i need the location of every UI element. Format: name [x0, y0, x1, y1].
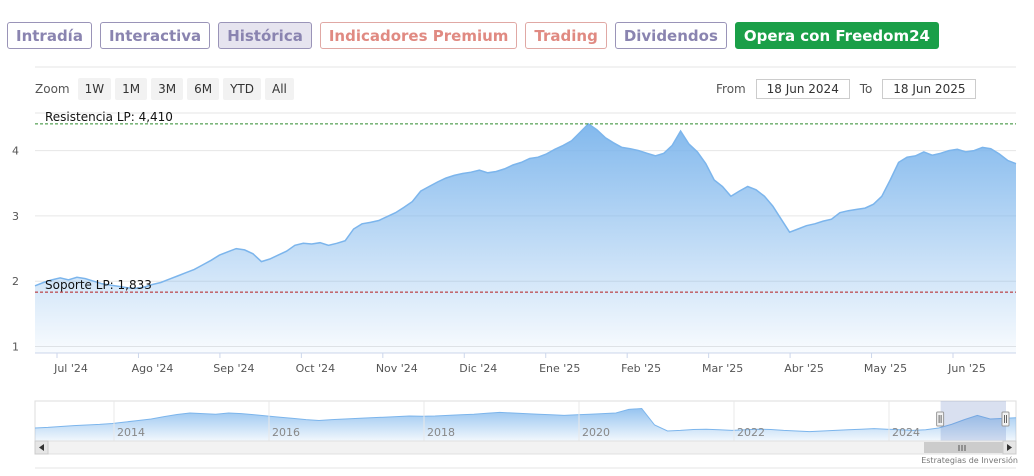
tab-bar: Intradía Interactiva Histórica Indicador…: [7, 22, 939, 49]
resistance-label: Resistencia LP: 4,410: [45, 110, 173, 124]
x-tick-label: May '25: [864, 362, 907, 375]
navigator-year-label: 2024: [892, 426, 920, 439]
y-tick-label: 3: [12, 210, 19, 223]
x-tick-label: Feb '25: [621, 362, 661, 375]
zoom-3m-button[interactable]: 3M: [151, 78, 184, 100]
freedom24-button[interactable]: Opera con Freedom24: [734, 22, 939, 49]
navigator-area: [35, 408, 1016, 441]
tab-indicadores-premium[interactable]: Indicadores Premium: [319, 22, 518, 49]
scroll-left-icon: [39, 444, 44, 451]
series-line: [34, 122, 1017, 290]
from-label: From: [716, 82, 746, 96]
date-range: From 18 Jun 2024 To 18 Jun 2025: [716, 79, 986, 99]
navigator-year-label: 2016: [272, 426, 300, 439]
navigator-scrollbar[interactable]: [34, 440, 1017, 455]
scrollbar-grip: [958, 445, 966, 451]
x-tick-label: Jun '25: [947, 362, 986, 375]
x-tick-label: Ene '25: [539, 362, 580, 375]
x-tick-label: Nov '24: [376, 362, 418, 375]
zoom-1m-button[interactable]: 1M: [115, 78, 148, 100]
tab-intradia[interactable]: Intradía: [7, 22, 92, 49]
zoom-toolbar: Zoom 1W 1M 3M 6M YTD All: [35, 78, 298, 100]
x-tick-label: Sep '24: [213, 362, 254, 375]
y-tick-label: 1: [12, 340, 19, 353]
support-label: Soporte LP: 1,833: [45, 278, 152, 292]
x-tick-label: Mar '25: [702, 362, 743, 375]
scroll-right-icon: [1007, 444, 1012, 451]
navigator-handle-left[interactable]: [936, 411, 945, 427]
zoom-all-button[interactable]: All: [265, 78, 294, 100]
x-tick-label: Dic '24: [459, 362, 497, 375]
scrollbar-thumb[interactable]: [924, 442, 1003, 453]
tab-dividendos[interactable]: Dividendos: [614, 22, 727, 49]
tab-interactiva[interactable]: Interactiva: [99, 22, 211, 49]
x-tick-label: Ago '24: [132, 362, 174, 375]
navigator-year-label: 2020: [582, 426, 610, 439]
navigator-year-label: 2022: [737, 426, 765, 439]
from-date-input[interactable]: 18 Jun 2024: [755, 79, 850, 99]
navigator-year-label: 2018: [427, 426, 455, 439]
to-label: To: [859, 82, 873, 96]
zoom-ytd-button[interactable]: YTD: [223, 78, 261, 100]
x-tick-label: Jul '24: [53, 362, 88, 375]
chart-credit: Estrategias de Inversión: [921, 456, 1018, 465]
zoom-6m-button[interactable]: 6M: [187, 78, 220, 100]
x-tick-label: Abr '25: [784, 362, 824, 375]
tab-historica[interactable]: Histórica: [218, 22, 312, 49]
zoom-1w-button[interactable]: 1W: [77, 78, 112, 100]
y-tick-label: 4: [12, 145, 19, 158]
navigator-handle-right[interactable]: [1001, 411, 1010, 427]
navigator-selection: [940, 401, 1006, 441]
x-tick-label: Oct '24: [296, 362, 336, 375]
y-tick-label: 2: [12, 275, 19, 288]
series-area: [35, 123, 1016, 354]
to-date-input[interactable]: 18 Jun 2025: [882, 79, 977, 99]
tab-trading[interactable]: Trading: [525, 22, 607, 49]
zoom-label: Zoom: [35, 82, 70, 96]
navigator-line: [34, 407, 1017, 433]
navigator-year-label: 2014: [117, 426, 145, 439]
